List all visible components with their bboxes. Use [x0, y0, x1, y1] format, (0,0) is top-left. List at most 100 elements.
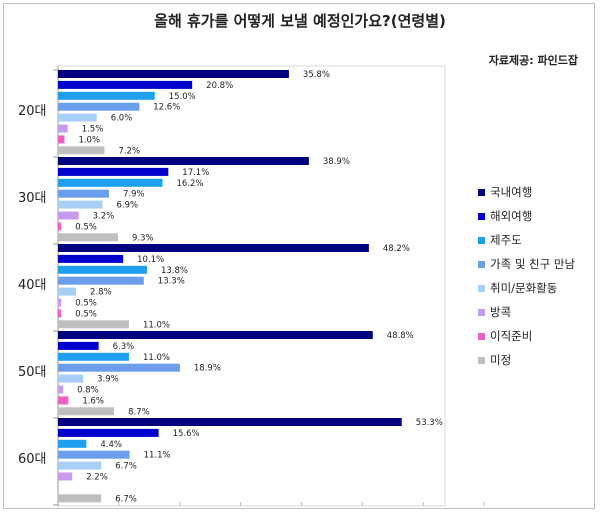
data-label: 10.1% — [137, 255, 164, 265]
data-label: 11.0% — [143, 320, 170, 330]
data-label: 6.7% — [115, 462, 137, 472]
data-label: 3.2% — [93, 212, 115, 222]
bar — [58, 135, 65, 144]
bar — [58, 287, 77, 296]
legend-label: 방콕 — [490, 305, 512, 319]
legend-item: 국내여행 — [478, 180, 598, 204]
legend-swatch — [478, 212, 485, 220]
bar — [58, 363, 180, 372]
category-label: 20대 — [18, 104, 47, 119]
data-label: 11.0% — [143, 353, 170, 363]
data-label: 11.1% — [144, 451, 171, 461]
bar — [58, 222, 62, 231]
category-label: 30대 — [18, 191, 47, 206]
category-label: 40대 — [18, 278, 47, 293]
legend-swatch — [478, 236, 485, 244]
data-label: 3.9% — [97, 375, 119, 385]
data-label: 17.1% — [182, 168, 209, 178]
bar — [58, 178, 163, 187]
data-label: 16.2% — [176, 179, 203, 189]
legend-item: 해외여행 — [478, 204, 598, 228]
legend-item: 취미/문화활동 — [478, 276, 598, 300]
data-label: 1.0% — [78, 135, 100, 145]
bar — [58, 396, 69, 405]
bar — [58, 189, 109, 198]
data-label: 2.8% — [90, 288, 112, 298]
bar — [58, 124, 68, 133]
data-label: 20.8% — [206, 81, 233, 91]
data-label: 6.0% — [111, 114, 133, 124]
data-label: 4.4% — [100, 440, 122, 450]
bar — [58, 244, 369, 252]
data-label: 13.8% — [161, 266, 188, 276]
data-label: 15.6% — [173, 429, 200, 439]
data-label: 6.3% — [113, 342, 135, 352]
data-label: 12.6% — [153, 103, 180, 113]
chart-frame — [3, 3, 595, 509]
category-label: 60대 — [18, 452, 47, 467]
bar — [58, 298, 62, 307]
bar — [58, 254, 124, 263]
bar — [58, 309, 62, 318]
bar — [58, 341, 99, 350]
bar — [58, 418, 402, 426]
bar — [58, 439, 87, 448]
data-label: 13.3% — [158, 277, 185, 287]
data-label: 15.0% — [169, 92, 196, 102]
bar — [58, 461, 102, 470]
legend-label: 제주도 — [490, 233, 522, 247]
data-label: 0.5% — [75, 222, 97, 232]
source-note: 자료제공: 파인드잡 — [488, 54, 578, 67]
data-label: 1.5% — [82, 125, 104, 135]
bar — [58, 113, 97, 122]
bar — [58, 428, 159, 437]
legend-swatch — [478, 308, 485, 316]
data-label: 0.8% — [77, 386, 99, 396]
bar — [58, 146, 105, 155]
bar — [58, 200, 103, 209]
bar — [58, 265, 148, 274]
data-label: 7.9% — [123, 190, 145, 200]
data-label: 7.2% — [118, 146, 140, 156]
legend-label: 가족 및 친구 만남 — [490, 257, 576, 271]
data-label: 0.5% — [75, 309, 97, 319]
legend-item: 미정 — [478, 348, 598, 372]
bar — [58, 320, 129, 329]
data-label: 8.7% — [128, 407, 150, 417]
chart-title: 올해 휴가를 어떻게 보낼 예정인가요?(연령별) — [154, 12, 446, 30]
legend-item: 가족 및 친구 만남 — [478, 252, 598, 276]
data-label: 18.9% — [194, 364, 221, 374]
data-label: 48.2% — [383, 244, 410, 254]
data-label: 0.5% — [75, 299, 97, 309]
legend-label: 해외여행 — [490, 209, 533, 223]
data-label: 6.9% — [117, 201, 139, 211]
bar — [58, 352, 129, 361]
bar — [58, 472, 73, 481]
bar — [58, 157, 309, 165]
bar — [58, 233, 118, 242]
bar — [58, 167, 169, 176]
data-label: 48.8% — [387, 331, 414, 341]
bar — [58, 407, 115, 416]
data-label: 2.2% — [86, 473, 108, 483]
legend-label: 이직준비 — [490, 329, 533, 343]
legend-swatch — [478, 332, 485, 340]
bar — [58, 80, 193, 89]
data-label: 35.8% — [303, 70, 330, 80]
data-label: 53.3% — [416, 418, 443, 428]
bar — [58, 385, 64, 394]
legend-label: 국내여행 — [490, 185, 533, 199]
legend-swatch — [478, 284, 485, 292]
bar — [58, 494, 102, 503]
legend-swatch — [478, 356, 485, 364]
bar — [58, 374, 84, 383]
bar — [58, 91, 155, 100]
bar — [58, 450, 130, 459]
legend-item: 방콕 — [478, 300, 598, 324]
data-label: 6.7% — [115, 494, 137, 504]
legend-item: 이직준비 — [478, 324, 598, 348]
data-label: 1.6% — [82, 396, 104, 406]
data-label: 38.9% — [323, 157, 350, 167]
